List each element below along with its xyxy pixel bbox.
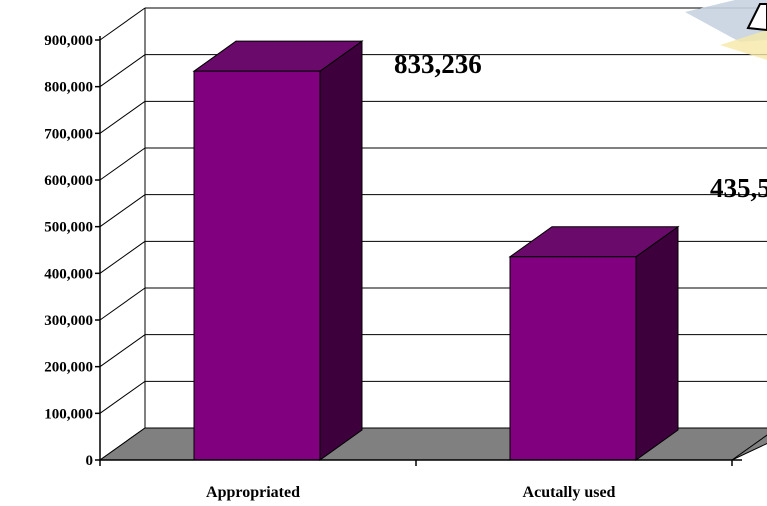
- y-tick-label: 800,000: [44, 80, 93, 96]
- y-tick-label: 700,000: [44, 126, 93, 142]
- corner-image-shape: [720, 30, 767, 60]
- gridline-diagonal: [99, 7, 146, 41]
- gridline-diagonal: [99, 240, 146, 274]
- gridline-diagonal: [99, 380, 146, 414]
- y-tick-label: 200,000: [44, 360, 93, 376]
- bar-side-face: [319, 40, 363, 461]
- gridline-diagonal: [99, 287, 146, 321]
- y-tick-label: 900,000: [44, 33, 93, 49]
- x-category-label: Acutally used: [523, 484, 616, 501]
- gridline-diagonal: [99, 194, 146, 228]
- y-axis: 0 100,000 200,000 300,000 400,000 500,000 600,…: [44, 33, 101, 469]
- x-category-label: Appropriated: [206, 484, 300, 501]
- floor-edge: [731, 434, 767, 461]
- y-tick-label: 500,000: [44, 220, 93, 236]
- corner-image-outline: [746, 3, 767, 32]
- gridline-diagonal: [99, 54, 146, 88]
- gridline-diagonal: [99, 147, 146, 181]
- bar-side-face: [635, 225, 679, 461]
- corner-image-fragment: [685, 0, 767, 60]
- bar: [193, 70, 321, 461]
- data-label: 435,513: [710, 173, 767, 203]
- y-tick-label: 600,000: [44, 173, 93, 189]
- y-tick-label: 300,000: [44, 313, 93, 329]
- y-tick-label: 0: [86, 453, 94, 469]
- gridline-diagonal: [99, 100, 146, 134]
- data-label: 833,236: [394, 49, 482, 79]
- y-tick-label: 400,000: [44, 266, 93, 282]
- y-tick-label: 100,000: [44, 406, 93, 422]
- corner-image-shape: [685, 0, 767, 42]
- bar: [509, 256, 637, 461]
- gridline-diagonal: [99, 334, 146, 368]
- x-axis: Appropriated Acutally used: [99, 434, 767, 501]
- data-labels: 833,236 435,513: [394, 49, 767, 203]
- bars: [192, 40, 680, 461]
